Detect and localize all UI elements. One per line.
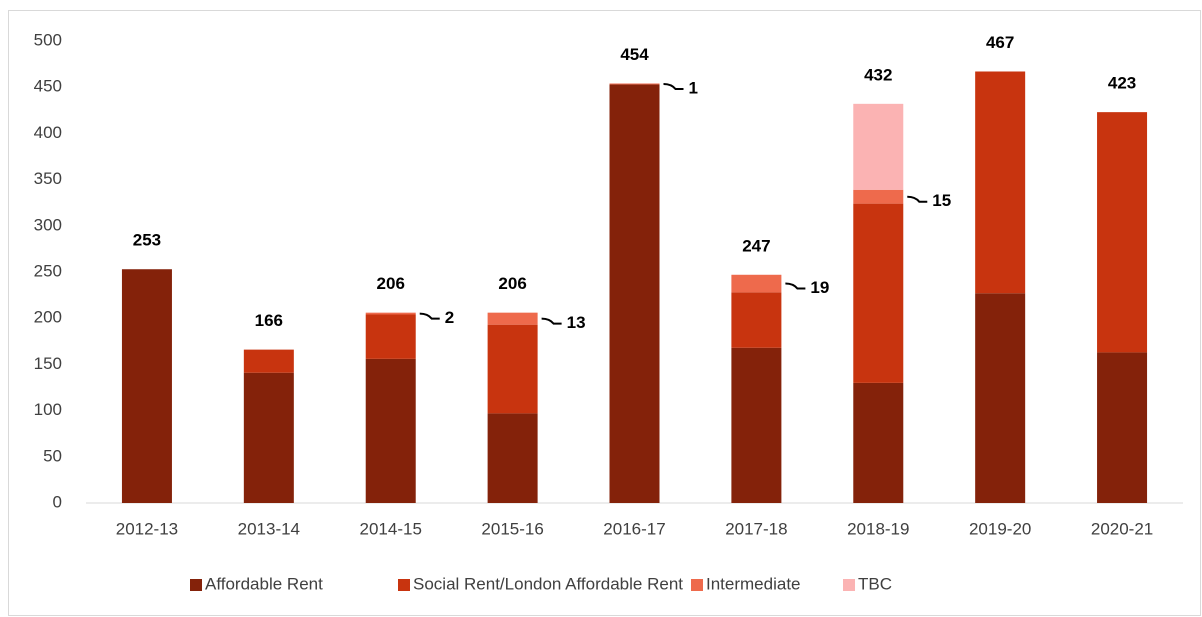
x-tick-label: 2019-20 — [969, 519, 1031, 538]
y-tick-label: 150 — [34, 354, 62, 373]
y-tick-label: 350 — [34, 169, 62, 188]
bar-segment — [1097, 352, 1148, 503]
data-label: 1 — [689, 78, 698, 97]
bar-segment — [365, 312, 416, 315]
total-label: 467 — [986, 33, 1014, 52]
legend-label: Intermediate — [706, 574, 801, 593]
y-tick-label: 100 — [34, 400, 62, 419]
data-label: 19 — [810, 278, 829, 297]
x-tick-label: 2015-16 — [481, 519, 543, 538]
bar-segment — [731, 274, 782, 293]
bar-segment — [975, 293, 1026, 503]
legend-swatch — [398, 579, 410, 591]
y-tick-label: 500 — [34, 30, 62, 49]
bar-segment — [487, 324, 538, 414]
total-label: 454 — [620, 45, 649, 64]
bar-segment — [365, 314, 416, 359]
leader-line — [907, 195, 928, 203]
bar-segment — [853, 382, 904, 503]
bar-segment — [853, 189, 904, 204]
x-tick-label: 2012-13 — [116, 519, 178, 538]
bar-segment — [975, 71, 1026, 294]
total-label: 432 — [864, 65, 892, 84]
bar-segment — [487, 413, 538, 503]
bar-segment — [243, 349, 294, 373]
y-tick-label: 450 — [34, 77, 62, 96]
bar-segment — [731, 292, 782, 348]
legend-label: TBC — [858, 574, 892, 593]
y-tick-label: 200 — [34, 308, 62, 327]
leader-line — [785, 282, 806, 290]
total-label: 253 — [133, 231, 161, 250]
y-tick-label: 400 — [34, 123, 62, 142]
x-tick-label: 2020-21 — [1091, 519, 1153, 538]
x-tick-label: 2018-19 — [847, 519, 909, 538]
bar-segment — [1097, 112, 1148, 353]
bar-segment — [609, 84, 660, 503]
legend-swatch — [691, 579, 703, 591]
total-label: 206 — [377, 274, 405, 293]
total-label: 247 — [742, 236, 770, 255]
leader-line — [663, 82, 684, 90]
data-label: 13 — [567, 313, 586, 332]
bar-segment — [609, 83, 660, 85]
x-tick-label: 2013-14 — [238, 519, 300, 538]
bar-segment — [731, 347, 782, 503]
y-tick-label: 50 — [43, 446, 62, 465]
legend-swatch — [190, 579, 202, 591]
total-label: 423 — [1108, 74, 1136, 93]
data-label: 15 — [932, 191, 951, 210]
leader-line — [419, 312, 440, 320]
bar-segment — [487, 312, 538, 325]
total-label: 166 — [255, 311, 283, 330]
x-tick-label: 2014-15 — [360, 519, 422, 538]
y-tick-label: 300 — [34, 215, 62, 234]
bar-segment — [243, 372, 294, 503]
chart-frame — [8, 10, 1201, 616]
bar-segment — [853, 103, 904, 190]
bar-segment — [121, 269, 172, 503]
y-tick-label: 0 — [53, 492, 62, 511]
leader-line — [541, 317, 562, 325]
y-tick-label: 250 — [34, 261, 62, 280]
bar-segment — [365, 358, 416, 503]
x-tick-label: 2017-18 — [725, 519, 787, 538]
legend-label: Affordable Rent — [205, 574, 323, 593]
total-label: 206 — [498, 274, 526, 293]
data-label: 2 — [445, 308, 454, 327]
legend-label: Social Rent/London Affordable Rent — [413, 574, 683, 593]
x-tick-label: 2016-17 — [603, 519, 665, 538]
legend-swatch — [843, 579, 855, 591]
bar-segment — [853, 203, 904, 383]
